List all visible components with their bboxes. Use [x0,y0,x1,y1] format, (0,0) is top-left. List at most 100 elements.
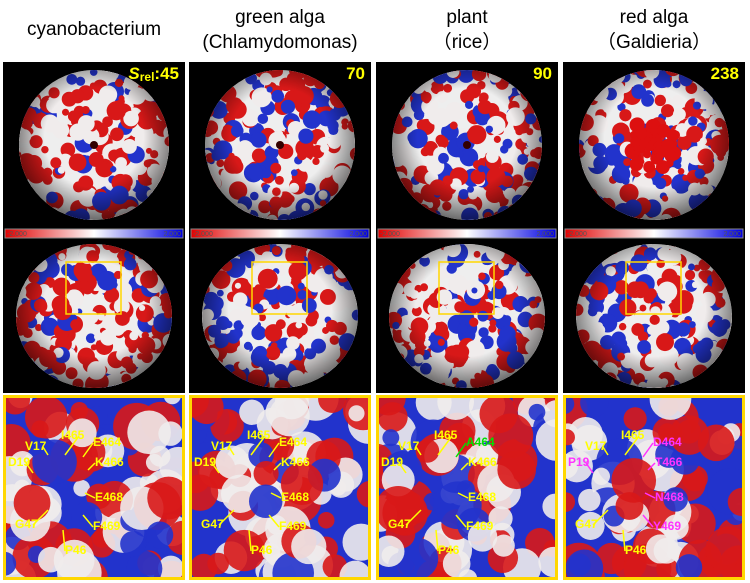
surface-patch [261,543,281,562]
leader-line [624,435,640,456]
surface-patch [318,395,347,413]
leader-line [642,442,654,458]
leader-line [585,462,594,474]
surface-patch [542,493,558,520]
zoom-frame [376,395,558,580]
residue-label: A464 [466,435,495,449]
column-title: (Chlamydomonas) [202,32,357,53]
srel-value: 45 [160,64,179,83]
surface-patch [71,501,103,533]
surface-patch [488,506,513,531]
residue-label: G47 [388,517,411,531]
shade [576,244,732,388]
surface-patch [253,460,279,487]
residue-label: K466 [468,455,497,469]
leader-line [602,446,609,456]
residue-label: G47 [201,517,224,531]
surface-patch [538,546,558,578]
surface-patch [126,550,163,580]
leader-line [455,514,467,528]
surface-patch [13,484,51,522]
colorbar [4,228,184,239]
surface-patch [120,530,147,557]
surface-patch [317,512,335,529]
leader-line [268,514,280,528]
leader-line [457,492,469,499]
residue-label: F469 [466,519,494,533]
zoom-box [251,261,308,315]
surface-patch [127,410,171,455]
surface-patch [611,458,657,503]
zoom-box [65,261,122,315]
shade [389,244,545,388]
srel-symbol: S [128,64,140,83]
surface-patch [563,429,575,446]
residue-label: E464 [279,435,307,449]
srel-label: Srel:45 [128,64,179,84]
colorbar-max: 2.000 [723,231,741,238]
residue-label: K466 [95,455,124,469]
surface [576,244,732,388]
residue-label: E468 [281,490,309,504]
surface-patch [623,407,647,431]
residue-label: E468 [95,490,123,504]
residue-label: F469 [93,519,121,533]
surface-patch [568,553,591,576]
surface-patch [528,403,546,421]
zoom-surface [189,395,371,580]
leader-line [415,446,422,456]
surface-patch [280,462,324,505]
surface-patch [31,420,49,438]
surface [19,70,169,220]
surface-patch [268,395,310,437]
zoom-box [438,261,495,315]
leader-line [398,462,407,474]
colorbar-max: 2.000 [536,231,554,238]
surface-patch [732,560,745,580]
leader-line [32,509,49,526]
leader-line [622,529,626,552]
residue-label: V17 [211,439,233,453]
residue-label: D19 [381,455,403,469]
residue-label: I465 [434,428,458,442]
shade [19,70,169,220]
surface-patch [223,529,266,572]
leader-line [82,442,94,458]
srel-label: 90 [533,64,552,83]
leader-line [62,529,66,552]
leader-line [228,446,235,456]
surface-patch [291,528,327,565]
leader-line [273,462,282,471]
surface-patch [189,474,219,511]
surface-patch [157,555,184,580]
column-title: green alga [235,7,325,28]
surface-patch [3,551,17,576]
residue-label: D464 [653,435,682,449]
leader-line [211,462,220,474]
surface-patch [578,488,601,512]
surface-patch [377,402,408,433]
column-title: （Galdieria） [597,31,711,53]
surface-patch [37,546,64,573]
surface-patch [86,483,112,509]
residue-label: N468 [655,490,684,504]
column-title: cyanobacterium [27,19,161,40]
surface-patch [207,552,229,575]
residue-label: G47 [15,517,38,531]
surface-patch [535,419,558,461]
leader-line [455,442,467,458]
colorbar [190,228,370,239]
leader-line [642,514,654,528]
surface-patch [339,560,371,580]
residue-label: P46 [251,543,273,557]
residue-label: I465 [621,428,645,442]
colorbar-min: -2.000 [380,231,400,238]
surface-patch [488,413,534,459]
surface-patch [415,439,440,463]
residue-label: V17 [585,439,607,453]
surface-patch [576,511,605,540]
surface-patch [342,523,371,561]
shade [202,244,358,388]
surface-patch [705,526,745,574]
leader-line [268,442,280,458]
